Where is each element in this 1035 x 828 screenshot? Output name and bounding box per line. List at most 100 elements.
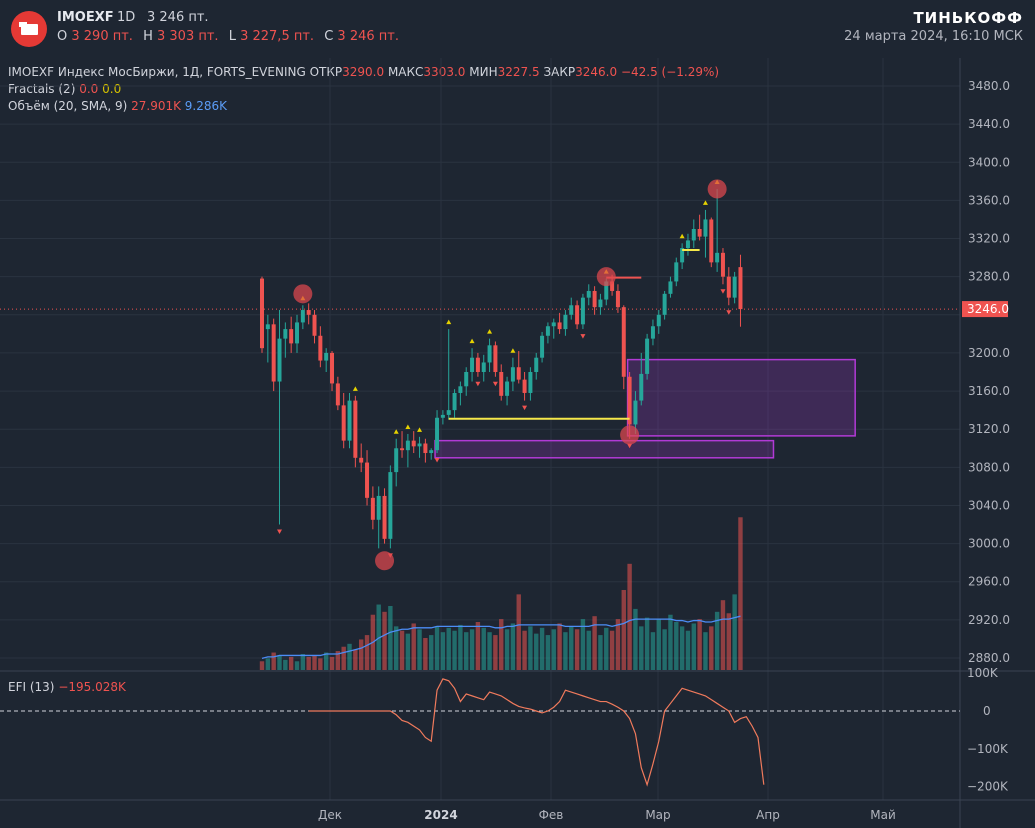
candle-body: [306, 310, 311, 315]
candle-body: [400, 448, 405, 451]
timeframe: 1D: [117, 10, 136, 25]
volume-bar: [271, 652, 276, 670]
volume-bar: [318, 658, 323, 670]
price-tick-label: 3440.0: [968, 117, 1010, 131]
volume-bar: [504, 629, 510, 670]
close-value: 3 246 пт.: [337, 29, 399, 44]
volume-bar: [621, 590, 626, 670]
volume-bar: [516, 594, 521, 670]
candle-body: [464, 372, 469, 387]
volume-bar: [446, 627, 451, 670]
candle-body: [440, 414, 445, 418]
candle-body: [575, 305, 580, 325]
last-price-tag: [962, 301, 1008, 318]
volume-bar: [592, 616, 597, 670]
candle-body: [347, 400, 352, 441]
candle-body: [680, 248, 685, 263]
last-price: 3 246 пт.: [147, 10, 209, 25]
price-tick-label: 2960.0: [968, 575, 1010, 589]
volume-bar: [539, 627, 545, 670]
volume-bar: [644, 617, 650, 670]
fractal-up-marker: [417, 427, 423, 432]
volume-bar: [394, 626, 399, 670]
legend-low-label: МИН: [469, 65, 498, 79]
price-tick-label: 2920.0: [968, 613, 1010, 627]
volume-bar: [475, 622, 481, 670]
efi-tick-label: 0: [983, 704, 991, 718]
time-tick-label: Фев: [539, 808, 564, 822]
price-tick-label: 3320.0: [968, 232, 1010, 246]
candle-body: [738, 267, 743, 310]
candle-body: [499, 372, 504, 396]
fractal-down-marker: [475, 381, 481, 387]
legend-close: 3246.0: [575, 65, 618, 79]
volume-bar: [685, 630, 691, 670]
fractal-down-marker: [434, 458, 440, 463]
candle-body: [540, 335, 545, 358]
candle-body: [586, 290, 591, 298]
fractal-down-marker: [726, 310, 732, 315]
brand-name: ТИНЬКОФФ: [913, 9, 1023, 27]
volume-bar: [353, 649, 358, 670]
volume-bar: [703, 632, 708, 670]
efi-label: EFI (13): [8, 680, 55, 694]
volume-bar: [440, 632, 446, 670]
high-label: Н: [143, 29, 153, 44]
candle-body: [458, 386, 463, 393]
volume-bar: [411, 623, 416, 670]
candle-body: [522, 379, 527, 393]
volume-sma-line: [261, 615, 741, 659]
candle-body: [324, 352, 329, 361]
volume-bar: [452, 630, 457, 670]
volume-bar: [656, 619, 661, 670]
fractal-up-marker: [702, 200, 708, 205]
volume-bar: [522, 630, 527, 670]
volume-bar: [423, 638, 428, 670]
legend-high: 3303.0: [423, 65, 466, 79]
volume-bar: [598, 635, 603, 670]
candle-body: [283, 329, 288, 339]
fractal-up-marker: [469, 338, 475, 344]
volume-bar: [609, 630, 615, 670]
fractal-up-marker: [679, 233, 685, 239]
last-price-tag-label: 3246.0: [967, 302, 1009, 316]
price-tick-label: 3120.0: [968, 422, 1010, 436]
fractal-up-marker: [446, 319, 452, 325]
candle-body: [411, 440, 416, 447]
price-tick-label: 3200.0: [968, 346, 1010, 360]
volume-bar: [720, 600, 726, 670]
candle-body: [656, 314, 661, 327]
volume-bar: [312, 655, 317, 670]
volume-bar: [335, 651, 341, 670]
close-label: С: [324, 29, 334, 44]
efi-tick-label: −100K: [967, 742, 1009, 756]
volume-bar: [697, 619, 702, 670]
candle-body: [592, 290, 597, 308]
candle-body: [335, 383, 340, 406]
candle-body: [528, 372, 533, 393]
volume-value-1: 27.901K: [131, 99, 181, 113]
price-tick-label: 3480.0: [968, 79, 1010, 93]
candle-body: [353, 400, 358, 458]
volume-bar: [668, 614, 673, 670]
candle-body: [662, 293, 667, 315]
volume-bar: [563, 632, 568, 670]
candle-body: [726, 276, 731, 298]
candle-body: [277, 338, 282, 382]
ticker-symbol: IMOEXF: [57, 10, 114, 25]
candle-body: [598, 299, 603, 308]
candle-body: [674, 262, 679, 282]
pivot-highlight-circle: [375, 551, 395, 571]
volume-bar: [487, 632, 492, 670]
volume-bar: [434, 626, 440, 670]
candle-body: [394, 448, 399, 473]
volume-bar: [323, 652, 329, 670]
supply-demand-zone: [626, 358, 856, 437]
volume-bar: [265, 658, 271, 670]
candle-body: [534, 357, 539, 372]
candle-body: [505, 381, 510, 396]
volume-bar: [417, 629, 422, 670]
fractal-down-marker: [522, 405, 528, 411]
high-value: 3 303 пт.: [157, 29, 219, 44]
